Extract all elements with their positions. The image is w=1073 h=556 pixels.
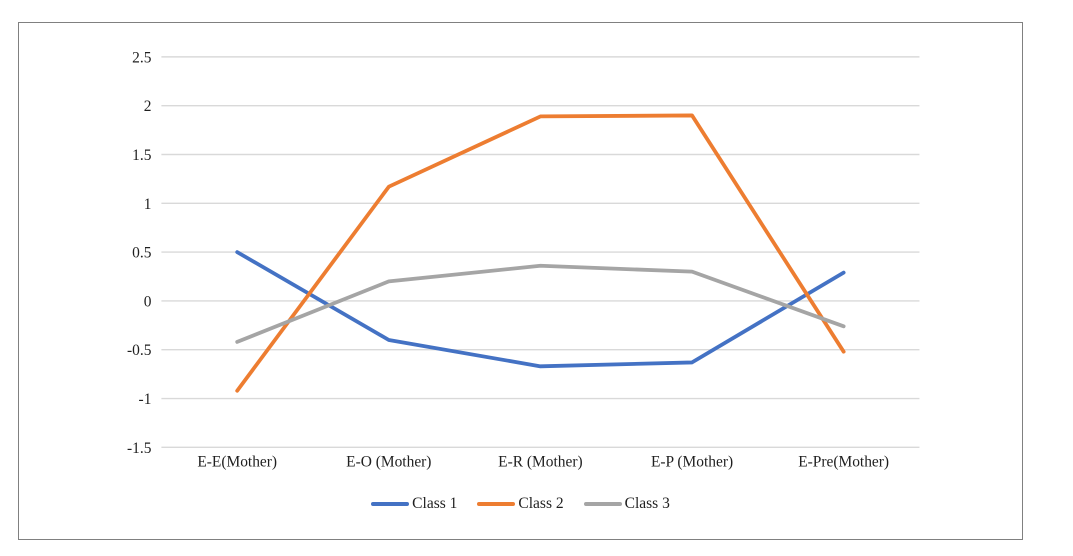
chart-legend: Class 1 Class 2 Class 3 xyxy=(19,496,1022,512)
legend-label-class-1: Class 1 xyxy=(412,495,458,512)
legend-item-class-2: Class 2 xyxy=(477,495,564,512)
line-chart: 2.5 2 1.5 1 0.5 0 -0.5 -1 -1.5 E-E(Mother) E-O (Mo… xyxy=(127,49,920,470)
legend-swatch-class-1 xyxy=(371,501,410,506)
legend-swatch-class-2 xyxy=(477,501,516,506)
series-line-class-3 xyxy=(235,263,846,344)
x-category-label: E-Pre(Mother) xyxy=(798,453,889,470)
y-tick-label: 1 xyxy=(144,196,152,213)
y-tick-label: -1 xyxy=(139,391,152,408)
y-tick-label: 1.5 xyxy=(132,147,152,164)
legend-label-class-3: Class 3 xyxy=(624,495,670,512)
legend-label-class-2: Class 2 xyxy=(518,495,564,512)
x-category-label: E-O (Mother) xyxy=(346,453,431,470)
series-line-class-1 xyxy=(235,250,846,369)
y-tick-label: 0 xyxy=(144,293,152,310)
legend-swatch-class-3 xyxy=(583,501,622,506)
y-tick-label: 0.5 xyxy=(132,245,152,262)
x-category-label: E-P (Mother) xyxy=(651,453,733,470)
y-tick-label: -1.5 xyxy=(127,440,152,457)
y-tick-label: 2.5 xyxy=(132,49,152,66)
figure-frame: 2.5 2 1.5 1 0.5 0 -0.5 -1 -1.5 E-E(Mother) E-O (Mo… xyxy=(18,22,1023,540)
gridlines xyxy=(161,56,920,449)
y-tick-label: 2 xyxy=(144,98,152,115)
series-line-class-2 xyxy=(235,113,846,393)
legend-item-class-3: Class 3 xyxy=(583,495,670,512)
x-axis-labels: E-E(Mother) E-O (Mother) E-R (Mother) E-P (… xyxy=(197,453,889,470)
y-tick-label: -0.5 xyxy=(127,342,152,359)
x-category-label: E-E(Mother) xyxy=(197,453,277,470)
legend-item-class-1: Class 1 xyxy=(371,496,457,512)
y-axis-tick-labels: 2.5 2 1.5 1 0.5 0 -0.5 -1 -1.5 xyxy=(127,49,152,456)
x-category-label: E-R (Mother) xyxy=(498,453,582,470)
